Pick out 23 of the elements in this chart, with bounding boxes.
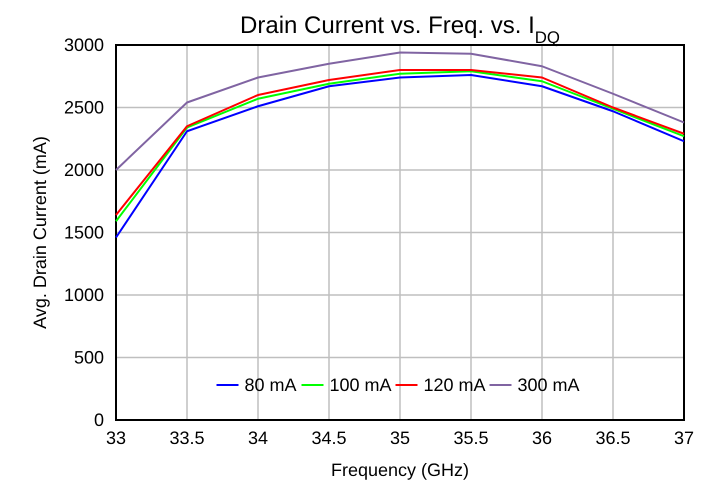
y-tick-label: 0 — [94, 410, 104, 430]
x-tick-label: 36.5 — [595, 428, 631, 448]
y-tick-label: 500 — [74, 348, 104, 368]
x-tick-label: 34.5 — [311, 428, 347, 448]
x-tick-label: 36 — [532, 428, 552, 448]
legend-label: 80 mA — [244, 375, 297, 395]
y-tick-label: 2500 — [64, 98, 104, 118]
legend-label: 120 mA — [424, 375, 486, 395]
x-tick-label: 35 — [390, 428, 410, 448]
y-axis-title: Avg. Drain Current (mA) — [30, 136, 50, 329]
legend-label: 100 mA — [330, 375, 392, 395]
y-tick-label: 1000 — [64, 285, 104, 305]
x-tick-label: 33.5 — [169, 428, 205, 448]
y-tick-label: 2000 — [64, 160, 104, 180]
y-tick-label: 1500 — [64, 222, 104, 242]
legend-label: 300 mA — [518, 375, 580, 395]
x-axis-title: Frequency (GHz) — [330, 460, 470, 480]
x-tick-label: 35.5 — [453, 428, 489, 448]
x-tick-label: 34 — [248, 428, 268, 448]
y-tick-label: 3000 — [64, 35, 104, 55]
x-tick-label: 37 — [674, 428, 694, 448]
x-tick-label: 33 — [106, 428, 126, 448]
line-series — [115, 52, 685, 171]
